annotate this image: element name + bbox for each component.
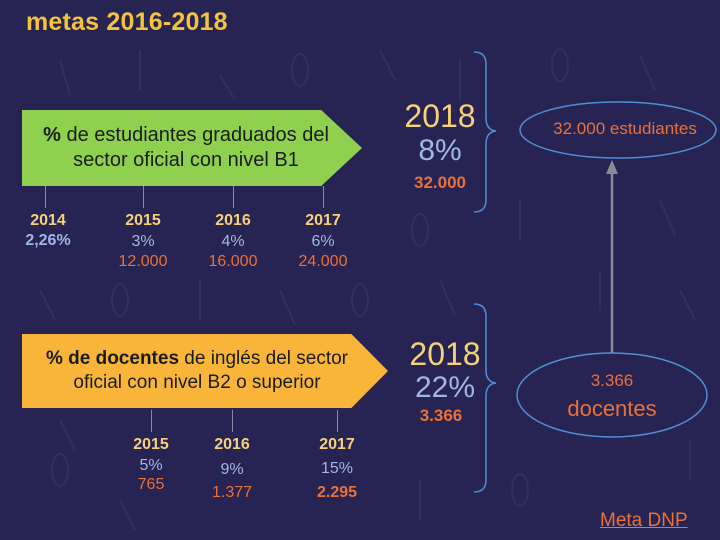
year-label: 2016 bbox=[215, 212, 251, 229]
count-value: 1.377 bbox=[211, 484, 253, 501]
meta-dnp-link[interactable]: Meta DNP bbox=[600, 510, 688, 531]
percent-value: 5% bbox=[139, 457, 163, 474]
count-value: 765 bbox=[137, 476, 165, 493]
tick-2017 bbox=[337, 410, 338, 432]
percent-value: 4% bbox=[221, 233, 245, 250]
year-label: 2017 bbox=[319, 436, 355, 453]
oval-students bbox=[519, 101, 717, 159]
goal-percent: 8% bbox=[418, 134, 462, 167]
tick-2016 bbox=[232, 410, 233, 432]
arrow-head bbox=[606, 160, 618, 174]
oval-students-label: 32.000 estudiantes bbox=[553, 119, 697, 138]
oval-teachers bbox=[516, 352, 708, 438]
goal-count: 3.366 bbox=[419, 406, 463, 425]
page-title: metas 2016-2018 bbox=[26, 8, 228, 36]
percent-value: 15% bbox=[320, 460, 354, 477]
percent-value: 2,26% bbox=[25, 232, 71, 249]
percent-value: 6% bbox=[311, 233, 335, 250]
year-label: 2014 bbox=[30, 212, 66, 229]
year-label: 2015 bbox=[133, 436, 169, 453]
indicator-teachers-label: % de docentes de inglés del sector ofici… bbox=[45, 348, 349, 393]
brace-top bbox=[473, 51, 497, 213]
year-label: 2017 bbox=[305, 212, 341, 229]
brace-bottom bbox=[473, 303, 497, 493]
count-value: 16.000 bbox=[208, 253, 258, 270]
indicator-teachers-banner: % de docentes de inglés del sector ofici… bbox=[22, 334, 388, 408]
indicator-students-label: % de estudiantes graduados del sector of… bbox=[43, 124, 329, 171]
indicator-students-banner: % de estudiantes graduados del sector of… bbox=[22, 110, 362, 186]
tick-2014 bbox=[45, 186, 46, 208]
count-value: 12.000 bbox=[118, 253, 168, 270]
year-label: 2015 bbox=[125, 212, 161, 229]
percent-value: 3% bbox=[131, 233, 155, 250]
count-value: 2.295 bbox=[316, 484, 358, 501]
tick-2017 bbox=[323, 186, 324, 208]
goal-percent: 22% bbox=[414, 371, 476, 404]
percent-value: 9% bbox=[220, 461, 244, 478]
count-value: 24.000 bbox=[298, 253, 348, 270]
goal-year: 2018 bbox=[404, 98, 476, 134]
year-label: 2016 bbox=[214, 436, 250, 453]
tick-2015 bbox=[143, 186, 144, 208]
oval-teachers-label: docentes bbox=[567, 396, 657, 421]
goal-count: 32.000 bbox=[414, 173, 466, 192]
oval-teachers-number: 3.366 bbox=[590, 371, 634, 390]
tick-2016 bbox=[233, 186, 234, 208]
goal-year: 2018 bbox=[409, 336, 481, 372]
tick-2015 bbox=[151, 410, 152, 432]
